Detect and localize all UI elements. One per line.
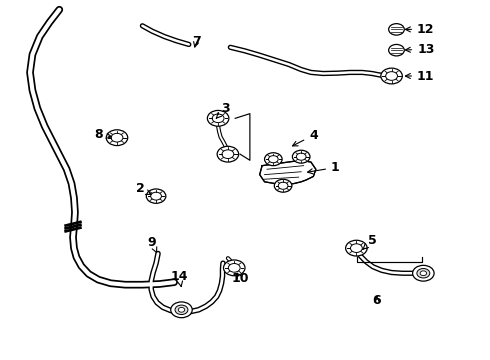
Text: 8: 8: [94, 127, 112, 141]
Text: 13: 13: [405, 42, 435, 55]
Circle shape: [381, 68, 402, 84]
Text: 3: 3: [216, 102, 230, 118]
Circle shape: [389, 44, 404, 56]
Text: 14: 14: [171, 270, 188, 287]
Circle shape: [178, 307, 185, 312]
Circle shape: [265, 153, 282, 166]
Circle shape: [420, 271, 427, 276]
Text: 6: 6: [372, 294, 381, 307]
Text: 5: 5: [363, 234, 376, 249]
Text: 4: 4: [293, 129, 318, 146]
Circle shape: [389, 24, 404, 35]
Circle shape: [413, 265, 434, 281]
Circle shape: [175, 305, 188, 315]
Text: 1: 1: [308, 161, 340, 174]
Circle shape: [217, 146, 239, 162]
Text: 11: 11: [405, 69, 435, 82]
Circle shape: [345, 240, 367, 256]
Circle shape: [417, 269, 430, 278]
Circle shape: [207, 111, 229, 126]
Polygon shape: [260, 160, 316, 184]
Circle shape: [274, 179, 292, 192]
Circle shape: [171, 302, 192, 318]
Text: 10: 10: [231, 272, 249, 285]
Text: 12: 12: [405, 23, 435, 36]
Circle shape: [106, 130, 128, 145]
Circle shape: [223, 260, 245, 276]
Text: 9: 9: [148, 236, 157, 252]
Text: 7: 7: [192, 35, 200, 49]
Circle shape: [293, 150, 310, 163]
Text: 2: 2: [136, 183, 151, 195]
Circle shape: [147, 189, 166, 203]
